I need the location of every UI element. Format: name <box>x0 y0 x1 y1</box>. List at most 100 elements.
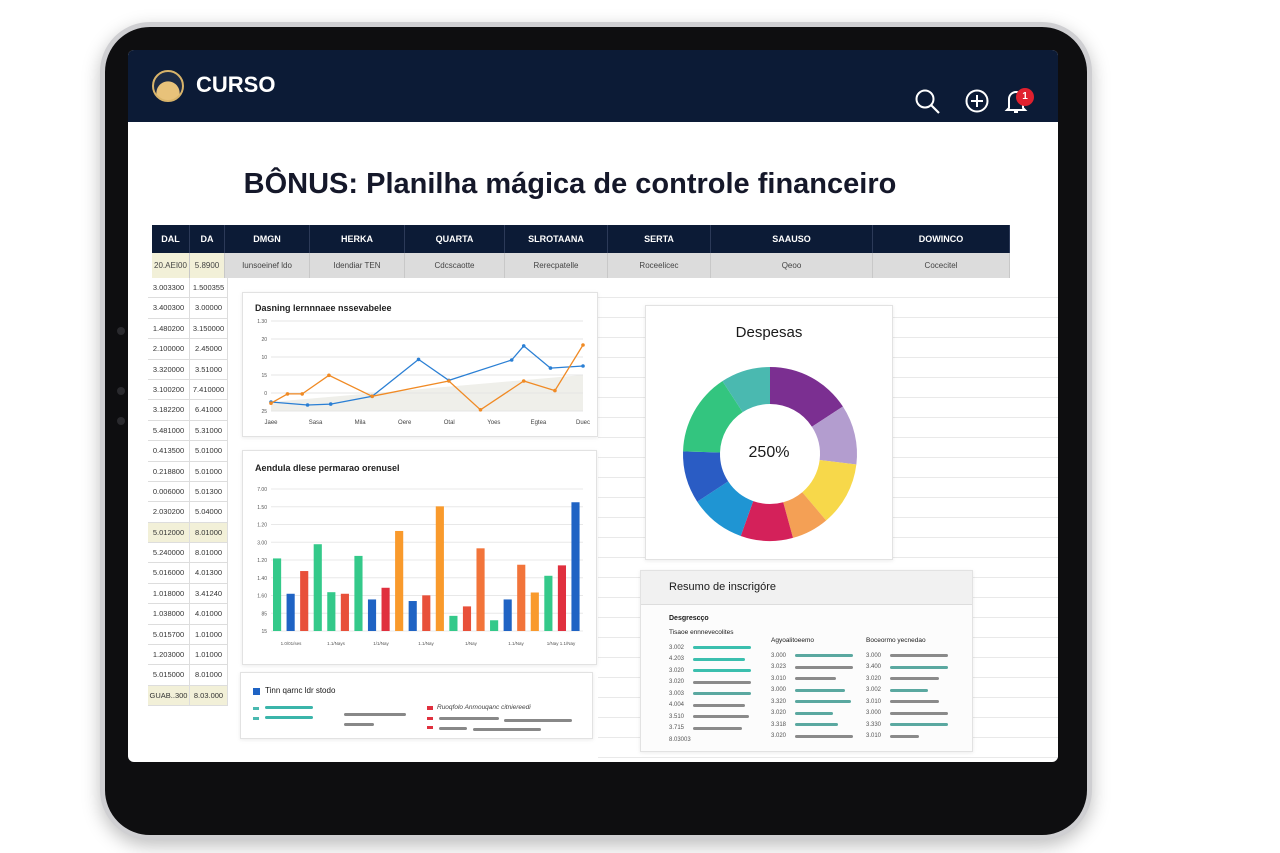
x-tick-label: Otal <box>444 420 455 426</box>
table-row: 3.400300 3.00000 <box>148 298 228 319</box>
data-point <box>553 388 557 393</box>
y-tick-label: 1.30 <box>257 319 267 325</box>
summary-row: 3.023 <box>771 662 871 674</box>
summary-row-label: 3.020 <box>669 667 685 674</box>
summary-row-label: 3.010 <box>866 698 882 705</box>
table-cell: 3.51000 <box>190 359 228 379</box>
summary-row-bar <box>693 692 751 696</box>
table-cell: 0.413500 <box>148 441 190 461</box>
tablet-screen: CURSO 1 BÔNUS: Planilha mágica de contro… <box>128 50 1058 762</box>
legend-right-title: Ruoqfolo Anmouqanc citniereedi <box>437 704 531 711</box>
y-tick-label: 7.00 <box>257 487 267 493</box>
table-cell: 3.41240 <box>190 583 228 604</box>
summary-row-label: 3.010 <box>866 733 882 740</box>
x-tick-label: Yoes <box>487 420 500 426</box>
bar <box>327 592 336 631</box>
table-cell: 3.150000 <box>190 318 228 339</box>
bar <box>381 587 390 631</box>
summary-row-label: 3.400 <box>866 664 882 671</box>
summary-row-bar <box>693 715 750 719</box>
table-cell: 1.018000 <box>148 583 190 604</box>
bar <box>490 620 499 631</box>
y-tick-label: 1.20 <box>257 558 267 564</box>
brand-name[interactable]: CURSO <box>196 72 276 97</box>
summary-row: 3.020 <box>866 673 966 685</box>
summary-row-label: 3.715 <box>669 725 685 732</box>
table-row: 0.413500 5.01000 <box>148 441 228 462</box>
logo-icon[interactable] <box>152 70 184 102</box>
bar-chart-card: Aendula dlese permarao orenusel 15 85 1.60… <box>242 450 597 665</box>
table-row: 0.218800 5.01000 <box>148 461 228 482</box>
bar <box>367 599 377 631</box>
table-cell: 2.100000 <box>148 339 190 359</box>
y-tick-label: 1.20 <box>257 523 267 529</box>
column-header: DOWINCO <box>873 225 1010 253</box>
plus-circle-icon[interactable] <box>964 88 990 114</box>
camera-dot <box>117 327 125 335</box>
column-header: SERTA <box>608 225 711 253</box>
summary-row-bar <box>693 703 746 707</box>
summary-row-label: 3.000 <box>866 652 882 659</box>
column-header: HERKA <box>310 225 405 253</box>
summary-column-heading: Agyoalitoeemo <box>771 637 814 644</box>
summary-row: 3.010 <box>866 696 966 708</box>
donut-chart-card: Despesas 250% <box>645 305 893 560</box>
table-cell: 1.01000 <box>190 624 228 645</box>
bar <box>273 558 282 631</box>
legend-bar <box>265 706 313 709</box>
table-cell: 8.01000 <box>190 522 228 543</box>
summary-row-label: 3.020 <box>866 675 882 682</box>
summary-row-label: 3.320 <box>771 698 787 705</box>
summary-row-bar <box>795 677 836 681</box>
summary-row: 3.715 <box>669 723 769 735</box>
column-header: DAL <box>152 225 190 253</box>
y-tick-label: 3.00 <box>257 540 267 546</box>
summary-row-bar <box>693 646 751 650</box>
search-icon[interactable] <box>914 88 942 116</box>
donut-slice <box>697 481 754 536</box>
table-cell: 5.01300 <box>190 481 228 502</box>
table-row: 0.006000 5.01300 <box>148 481 228 503</box>
table-cell: 7.410000 <box>190 379 228 400</box>
bar <box>462 606 472 631</box>
y-tick-label: 25 <box>261 409 267 415</box>
summary-row-bar <box>795 688 846 692</box>
summary-row-label: 3.510 <box>669 713 685 720</box>
data-point <box>581 364 585 368</box>
data-point <box>521 379 526 383</box>
table-cell: 5.015000 <box>148 665 190 685</box>
bar <box>503 599 512 631</box>
data-point <box>370 394 374 399</box>
x-tick-label: Duec <box>576 420 590 426</box>
data-point <box>521 344 526 348</box>
summary-row-bar <box>795 665 853 669</box>
y-tick-label: 15 <box>261 629 267 635</box>
bar <box>571 502 580 631</box>
summary-row: 3.010 <box>771 673 871 685</box>
table-cell: 6.41000 <box>190 400 228 420</box>
bar-chart-title: Aendula dlese permarao orenusel <box>255 463 400 473</box>
donut-chart-title: Despesas <box>735 324 803 341</box>
summary-column-heading: Boceormo yecnedao <box>866 637 926 644</box>
table-row: 3.003300 1.500355 <box>148 278 228 299</box>
data-point <box>478 408 483 412</box>
table-cell: 4.01000 <box>190 604 228 624</box>
donut-slice <box>683 451 729 502</box>
bar <box>408 601 417 631</box>
data-point <box>447 379 451 383</box>
table-cell: 4.01300 <box>190 563 228 583</box>
summary-row-bar <box>890 700 940 704</box>
table-cell: Roceelicec <box>608 253 711 278</box>
summary-row-bar <box>693 669 751 673</box>
summary-row: 3.330 <box>866 719 966 731</box>
summary-row-bar <box>890 723 948 727</box>
y-tick-label: 15 <box>261 373 267 379</box>
table-cell: 5.01000 <box>190 441 228 461</box>
y-tick-label: 85 <box>261 611 267 617</box>
table-cell: 2.030200 <box>148 502 190 522</box>
legend-card: Tinn qarnc ldr stodo Ruoqfolo Anmouqanc … <box>240 672 593 739</box>
summary-row-bar <box>890 711 948 715</box>
summary-row-label: 3.010 <box>771 675 787 682</box>
table-row: 5.016000 4.01300 <box>148 563 228 584</box>
bar-chart: 15 85 1.60 1.40 1.20 3.00 1.20 1.50 7.00 1.0/01/s… <box>257 487 583 646</box>
